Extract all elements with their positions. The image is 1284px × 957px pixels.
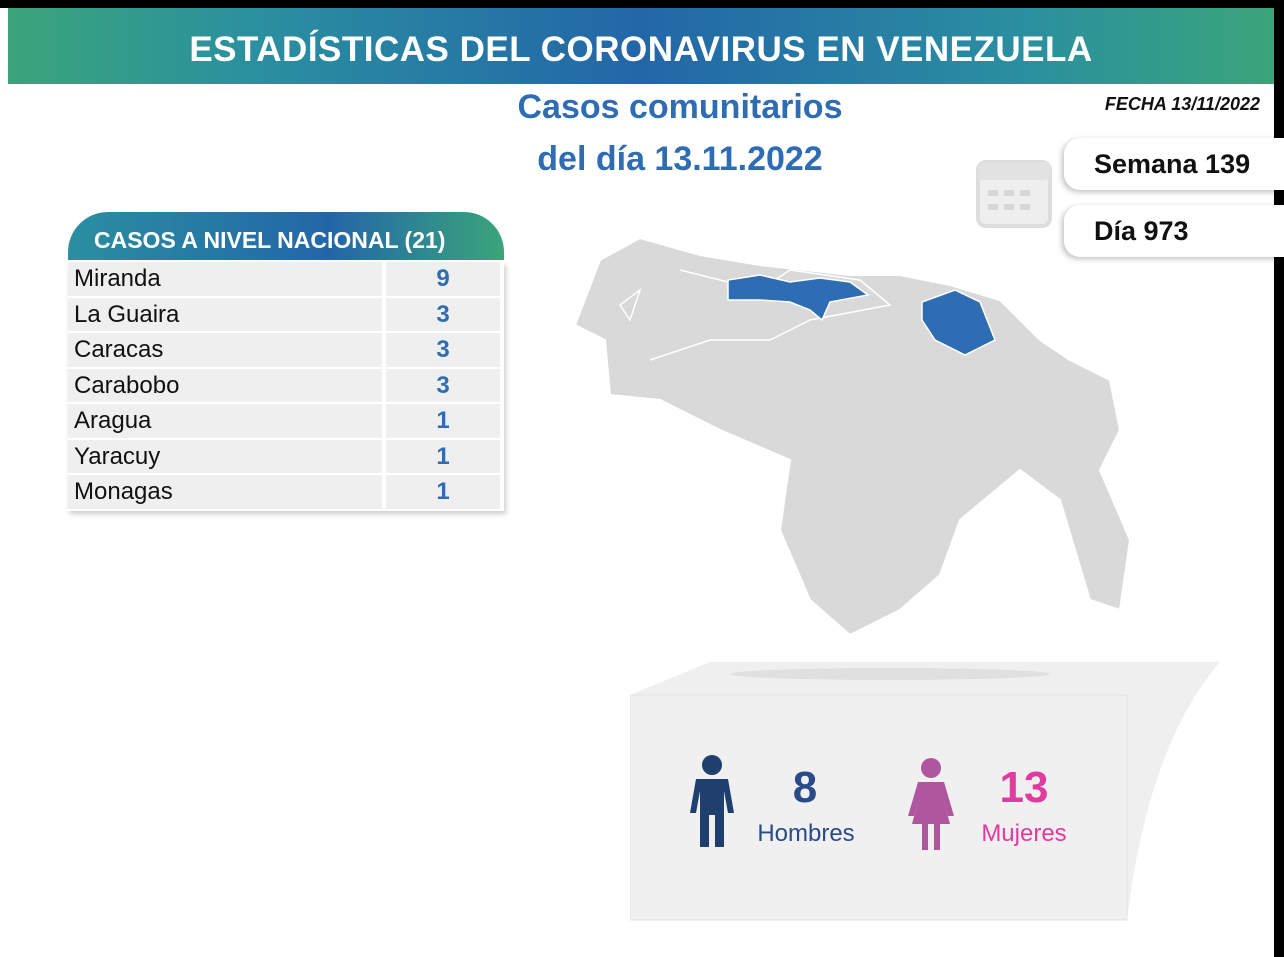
banner: ESTADÍSTICAS DEL CORONAVIRUS EN VENEZUEL… [8, 8, 1274, 84]
women-count: 13 [999, 763, 1049, 812]
table-title: CASOS A NIVEL NACIONAL (21) [68, 212, 504, 260]
table-row: Monagas 1 [68, 475, 504, 511]
date: FECHA 13/11/2022 [1104, 94, 1260, 114]
case-count: 9 [386, 262, 500, 296]
week: Semana 139 [1064, 138, 1284, 190]
map [573, 236, 1132, 637]
state-name: Caracas [68, 333, 382, 367]
banner-title: ESTADÍSTICAS DEL CORONAVIRUS EN VENEZUEL… [189, 30, 1093, 69]
case-count: 1 [386, 404, 500, 438]
case-count: 3 [386, 368, 500, 402]
day: Día 973 [1064, 205, 1284, 257]
table: Miranda 9 La Guaira 3 Caracas 3 Carabobo 3 Aragu… [68, 262, 504, 511]
state-name: Yaracuy [68, 439, 382, 473]
women-label: Mujeres [981, 820, 1067, 847]
men-label: Hombres [757, 820, 855, 847]
case-count: 1 [386, 475, 500, 509]
case-count: 3 [386, 297, 500, 331]
case-count: 3 [386, 333, 500, 367]
calendar-icon [976, 160, 1052, 228]
gender-box [630, 662, 1220, 921]
subtitle: Casos comunitarios [517, 88, 843, 126]
state-name: Aragua [68, 404, 382, 438]
table-row: Miranda 9 [68, 262, 504, 298]
state-name: La Guaira [68, 297, 382, 331]
table-row: La Guaira 3 [68, 297, 504, 334]
table-row: Yaracuy 1 [68, 439, 504, 476]
table-row: Aragua 1 [68, 404, 504, 440]
state-name: Miranda [68, 262, 382, 296]
men-count: 8 [792, 763, 818, 812]
case-count: 1 [386, 439, 500, 473]
subtitle: del día 13.11.2022 [537, 140, 823, 178]
state-name: Monagas [68, 475, 382, 509]
table-row: Carabobo 3 [68, 368, 504, 405]
state-name: Carabobo [68, 368, 382, 402]
table-row: Caracas 3 [68, 333, 504, 369]
